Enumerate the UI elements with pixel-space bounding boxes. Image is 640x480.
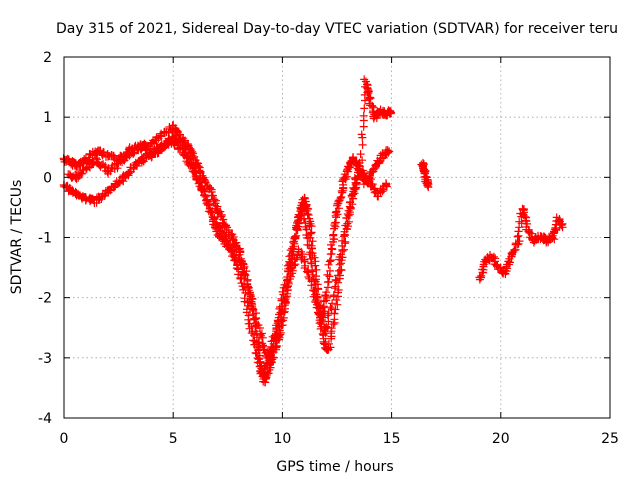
y-tick-label: -1 bbox=[38, 231, 52, 247]
x-tick-label: 10 bbox=[273, 431, 291, 447]
x-tick-label: 20 bbox=[492, 431, 510, 447]
chart-title: Day 315 of 2021, Sidereal Day-to-day VTE… bbox=[56, 21, 618, 37]
point-markers bbox=[475, 204, 567, 284]
series-track-d bbox=[417, 158, 433, 192]
point-markers bbox=[64, 75, 396, 362]
axes: 0 5 10 15 20 25 -4 -3 -2 -1 0 1 2 bbox=[38, 50, 619, 447]
x-tick-label: 15 bbox=[383, 431, 401, 447]
x-tick-label: 25 bbox=[601, 431, 619, 447]
data-points bbox=[59, 75, 567, 387]
y-tick-label: 2 bbox=[43, 50, 52, 66]
series-track-a bbox=[59, 121, 394, 387]
x-axis-label: GPS time / hours bbox=[276, 459, 393, 475]
point-markers bbox=[59, 121, 394, 387]
y-axis-label: SDTVAR / TECUs bbox=[9, 180, 25, 295]
x-tick-label: 5 bbox=[169, 431, 178, 447]
series-track-e bbox=[475, 204, 567, 284]
y-tick-label: 1 bbox=[43, 110, 52, 126]
y-tick-label: -3 bbox=[38, 351, 52, 367]
point-markers bbox=[417, 158, 433, 192]
series-track-c bbox=[64, 75, 396, 362]
y-tick-label: 0 bbox=[43, 170, 52, 186]
y-tick-label: -2 bbox=[38, 291, 52, 307]
x-tick-label: 0 bbox=[60, 431, 69, 447]
y-tick-label: -4 bbox=[38, 411, 52, 427]
